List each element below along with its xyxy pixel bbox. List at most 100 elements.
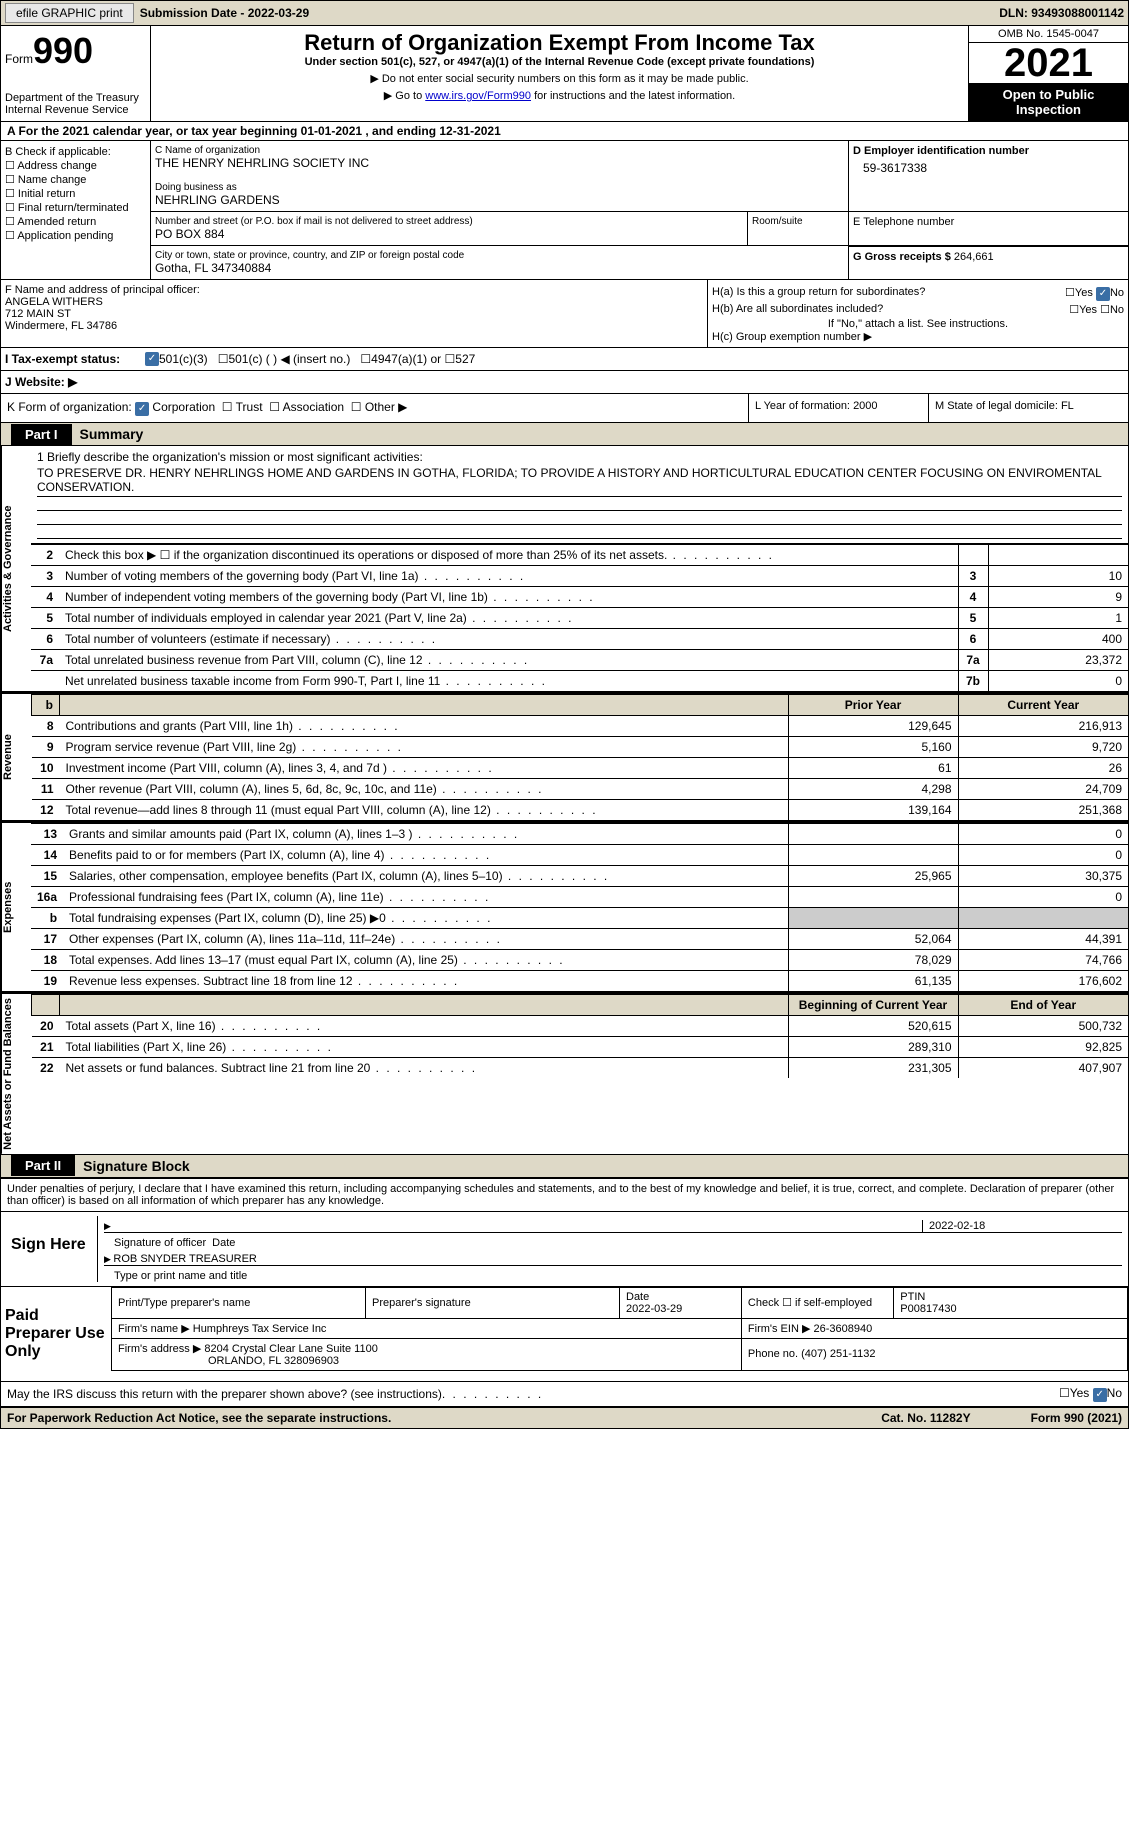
org-name: THE HENRY NEHRLING SOCIETY INC (155, 156, 844, 170)
table-row: 8Contributions and grants (Part VIII, li… (32, 716, 1129, 737)
chk-name-change[interactable]: Name change (5, 173, 146, 186)
row-i-tax-status: I Tax-exempt status: ✓ 501(c)(3) ☐ 501(c… (0, 348, 1129, 371)
summary-revenue: Revenue bPrior YearCurrent Year 8Contrib… (0, 692, 1129, 821)
column-h: H(a) Is this a group return for subordin… (708, 280, 1128, 347)
may-irs-answer: ☐Yes ✓No (1059, 1386, 1122, 1402)
chk-address-change[interactable]: Address change (5, 159, 146, 172)
table-row: 20Total assets (Part X, line 16)520,6155… (32, 1016, 1129, 1037)
header-left: Form990 Department of the Treasury Inter… (1, 26, 151, 121)
bottom-bar: For Paperwork Reduction Act Notice, see … (0, 1407, 1129, 1429)
may-irs-discuss: May the IRS discuss this return with the… (0, 1382, 1129, 1407)
column-c-wrap: C Name of organization THE HENRY NEHRLIN… (151, 141, 1128, 279)
side-label-expenses: Expenses (1, 823, 31, 991)
officer-signature[interactable] (104, 1220, 922, 1232)
preparer-table: Print/Type preparer's name Preparer's si… (111, 1287, 1128, 1371)
mission-blank (37, 497, 1122, 511)
table-row: 2Check this box ▶ ☐ if the organization … (31, 545, 1128, 566)
prep-ptin: PTINP00817430 (894, 1287, 1128, 1318)
sign-date: 2022-02-18 (922, 1220, 1122, 1232)
phone-label: E Telephone number (853, 216, 1124, 228)
chk-initial-return[interactable]: Initial return (5, 187, 146, 200)
col-b-header: B Check if applicable: (5, 146, 146, 158)
part-i-num: Part I (11, 424, 72, 445)
form-subtitle: Under section 501(c), 527, or 4947(a)(1)… (157, 56, 962, 68)
summary-expenses: Expenses 13Grants and similar amounts pa… (0, 821, 1129, 992)
h-c-label: H(c) Group exemption number ▶ (712, 330, 1124, 343)
dept-treasury: Department of the Treasury (5, 92, 146, 104)
city-value: Gotha, FL 347340884 (155, 261, 844, 275)
officer-label: F Name and address of principal officer: (5, 284, 703, 296)
tax-year: 2021 (969, 43, 1128, 83)
prep-self-employed[interactable]: Check ☐ if self-employed (741, 1287, 893, 1318)
chk-application-pending[interactable]: Application pending (5, 229, 146, 242)
column-g-gross: G Gross receipts $ 264,661 (848, 246, 1128, 279)
h-b-label: H(b) Are all subordinates included? (712, 303, 883, 316)
table-row: 19Revenue less expenses. Subtract line 1… (31, 971, 1128, 992)
paid-preparer-label: Paid Preparer Use Only (1, 1287, 111, 1381)
check-icon: ✓ (1096, 287, 1110, 301)
irs-label: Internal Revenue Service (5, 104, 146, 116)
h-b-note: If "No," attach a list. See instructions… (712, 318, 1124, 330)
row-klm: K Form of organization: ✓ Corporation ☐ … (0, 394, 1129, 423)
irs-link[interactable]: www.irs.gov/Form990 (425, 90, 531, 102)
paid-preparer-block: Paid Preparer Use Only Print/Type prepar… (0, 1287, 1129, 1382)
table-row: 12Total revenue—add lines 8 through 11 (… (32, 800, 1129, 821)
table-row: 18Total expenses. Add lines 13–17 (must … (31, 950, 1128, 971)
gross-label: G Gross receipts $ (853, 251, 951, 263)
column-f-officer: F Name and address of principal officer:… (1, 280, 708, 347)
side-label-net-assets: Net Assets or Fund Balances (1, 994, 31, 1154)
table-row: 3Number of voting members of the governi… (31, 566, 1128, 587)
sign-here-block: Sign Here 2022-02-18 Signature of office… (0, 1212, 1129, 1287)
part-ii-header: Part II Signature Block (0, 1155, 1129, 1178)
part-ii-num: Part II (11, 1155, 75, 1176)
form-label: Form (5, 52, 33, 66)
dba-name: NEHRLING GARDENS (155, 193, 844, 207)
part-i-title: Summary (72, 423, 152, 445)
officer-addr2: Windermere, FL 34786 (5, 320, 703, 332)
form-number: 990 (33, 30, 93, 71)
city-label: City or town, state or province, country… (155, 250, 844, 261)
table-expenses: 13Grants and similar amounts paid (Part … (31, 823, 1128, 991)
check-icon: ✓ (135, 402, 149, 416)
efile-print-button[interactable]: efile GRAPHIC print (5, 3, 134, 23)
header-prior-current: bPrior YearCurrent Year (32, 695, 1129, 716)
column-d-ein: D Employer identification number 59-3617… (848, 141, 1128, 211)
table-row: 4Number of independent voting members of… (31, 587, 1128, 608)
addr-label: Number and street (or P.O. box if mail i… (155, 216, 743, 227)
cat-number: Cat. No. 11282Y (881, 1411, 970, 1425)
firm-ein: Firm's EIN ▶ 26-3608940 (741, 1318, 1127, 1338)
firm-phone: Phone no. (407) 251-1132 (741, 1338, 1127, 1370)
may-irs-label: May the IRS discuss this return with the… (7, 1387, 442, 1401)
table-row: 5Total number of individuals employed in… (31, 608, 1128, 629)
org-name-label: C Name of organization (155, 145, 844, 156)
row-m-domicile: M State of legal domicile: FL (928, 394, 1128, 422)
section-bcde: B Check if applicable: Address change Na… (0, 141, 1129, 280)
column-e-phone: E Telephone number (848, 212, 1128, 245)
header-begin-end: Beginning of Current YearEnd of Year (32, 995, 1129, 1016)
prep-date: Date2022-03-29 (620, 1287, 742, 1318)
ssn-note: ▶ Do not enter social security numbers o… (157, 72, 962, 85)
column-b: B Check if applicable: Address change Na… (1, 141, 151, 279)
gross-value: 264,661 (954, 251, 994, 263)
mission-block: 1 Briefly describe the organization's mi… (31, 446, 1128, 544)
table-row: 13Grants and similar amounts paid (Part … (31, 824, 1128, 845)
firm-address: Firm's address ▶ 8204 Crystal Clear Lane… (112, 1338, 742, 1370)
chk-amended-return[interactable]: Amended return (5, 215, 146, 228)
prep-name-label: Print/Type preparer's name (112, 1287, 366, 1318)
chk-final-return[interactable]: Final return/terminated (5, 201, 146, 214)
form-header: Form990 Department of the Treasury Inter… (0, 26, 1129, 122)
perjury-statement: Under penalties of perjury, I declare th… (7, 1183, 1122, 1207)
prep-sig-label: Preparer's signature (366, 1287, 620, 1318)
check-icon: ✓ (145, 352, 159, 366)
open-to-public: Open to Public Inspection (969, 83, 1128, 121)
topbar: efile GRAPHIC print Submission Date - 20… (0, 0, 1129, 26)
dln: DLN: 93493088001142 (999, 6, 1124, 20)
table-net-assets: Beginning of Current YearEnd of Year 20T… (31, 994, 1128, 1078)
table-activities-governance: 2Check this box ▶ ☐ if the organization … (31, 544, 1128, 691)
room-suite: Room/suite (748, 212, 848, 245)
table-row: bTotal fundraising expenses (Part IX, co… (31, 908, 1128, 929)
mission-blank (37, 511, 1122, 525)
firm-name: Firm's name ▶ Humphreys Tax Service Inc (112, 1318, 742, 1338)
table-revenue: bPrior YearCurrent Year 8Contributions a… (31, 694, 1128, 820)
signature-block: Under penalties of perjury, I declare th… (0, 1178, 1129, 1212)
